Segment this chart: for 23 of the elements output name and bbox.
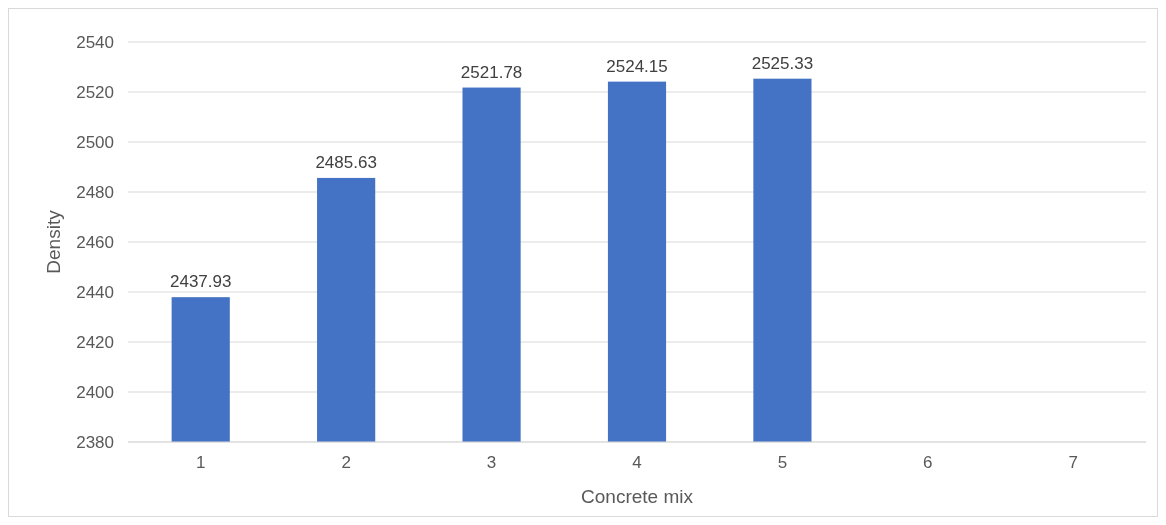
y-tick-label: 2380 xyxy=(76,432,114,452)
x-tick-label: 5 xyxy=(777,453,788,472)
data-label: 2524.15 xyxy=(606,56,668,76)
x-tick-label: 6 xyxy=(923,453,933,472)
data-label: 2525.33 xyxy=(751,53,814,73)
y-tick-label: 2520 xyxy=(76,82,114,102)
data-label: 2521.78 xyxy=(460,62,523,82)
y-tick-label: 2440 xyxy=(76,282,114,302)
x-tick-label: 1 xyxy=(195,453,206,472)
x-tick-label: 7 xyxy=(1068,453,1079,472)
x-tick-label: 3 xyxy=(486,453,497,472)
data-label: 2437.93 xyxy=(169,272,232,292)
x-tick-label: 4 xyxy=(632,453,642,472)
y-tick-label: 2480 xyxy=(76,182,114,202)
y-tick-label: 2540 xyxy=(76,32,114,52)
y-tick-label: 2400 xyxy=(76,382,114,402)
y-axis-title: Density xyxy=(43,209,64,274)
y-tick-label: 2460 xyxy=(76,232,114,252)
x-axis-title: Concrete mix xyxy=(581,486,694,507)
x-tick-label: 2 xyxy=(341,453,351,472)
data-label: 2485.63 xyxy=(315,152,377,172)
y-tick-label: 2420 xyxy=(76,332,114,352)
y-tick-label: 2500 xyxy=(76,132,114,152)
